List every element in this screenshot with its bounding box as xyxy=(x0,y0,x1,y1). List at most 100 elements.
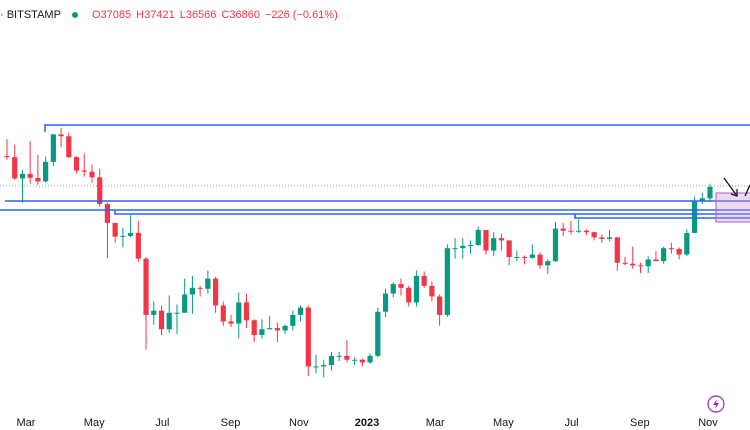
candle-body xyxy=(684,232,690,255)
x-tick-label: Nov xyxy=(698,417,718,429)
x-tick-label: 2023 xyxy=(355,417,379,429)
candle-body xyxy=(498,238,505,241)
candle-body xyxy=(43,161,49,182)
candle-body xyxy=(506,240,512,258)
x-tick-label: Jul xyxy=(155,417,169,429)
x-tick-label: Mar xyxy=(426,417,445,429)
candle-body xyxy=(483,230,489,251)
candle-body xyxy=(189,287,196,295)
candle-body xyxy=(66,136,72,158)
x-axis: Mar May Jul Sep Nov 2023 Mar May Jul Sep Nov xyxy=(17,417,719,429)
candle-body xyxy=(668,248,674,250)
candle-body xyxy=(182,294,188,313)
candle-body xyxy=(390,284,396,294)
candle-body xyxy=(120,235,126,237)
plot xyxy=(4,127,713,378)
candle-body xyxy=(290,314,296,326)
candle-body xyxy=(336,355,342,357)
candle-body xyxy=(89,171,95,178)
candle-body xyxy=(112,222,118,237)
candle-body xyxy=(267,328,273,330)
candle-body xyxy=(4,156,10,158)
candle-body xyxy=(622,262,628,264)
candle-body xyxy=(151,310,157,315)
arrow xyxy=(744,184,750,197)
candle-body xyxy=(236,302,242,324)
candle-body xyxy=(568,230,574,232)
level-line xyxy=(44,124,750,132)
candle-body xyxy=(661,248,667,262)
arrows xyxy=(723,177,750,197)
candle-body xyxy=(676,248,682,255)
candle-body xyxy=(475,230,481,246)
candle-body xyxy=(367,355,373,363)
ohlc-readout: O37085 H37421 L36566 C36860 −226 (−0.61%) xyxy=(92,9,338,21)
candle-body xyxy=(228,321,234,324)
candle-body xyxy=(158,310,165,330)
candle-body xyxy=(452,248,458,250)
ohlc-value: H37421 xyxy=(136,9,175,21)
candle-body xyxy=(27,173,33,178)
candle-body xyxy=(313,366,319,368)
ohlc-value: L36566 xyxy=(180,9,217,21)
candle-body xyxy=(545,261,551,266)
candle-body xyxy=(197,287,203,289)
candle-body xyxy=(699,198,705,202)
candle-body xyxy=(576,230,582,232)
x-tick-label: May xyxy=(493,417,514,429)
drawings xyxy=(0,124,750,219)
candle-body xyxy=(398,284,404,288)
candle-body xyxy=(143,258,149,315)
candle-body xyxy=(128,232,134,236)
candle-body xyxy=(352,359,358,361)
candle-body xyxy=(305,307,311,367)
candle-body xyxy=(583,230,589,233)
candle-body xyxy=(429,285,435,297)
candle-body xyxy=(174,312,180,314)
candle-body xyxy=(606,237,613,239)
candle-body xyxy=(630,263,636,266)
candle-body xyxy=(344,355,350,360)
candle-body xyxy=(220,305,226,322)
candle-body xyxy=(382,293,389,312)
candle-body xyxy=(691,201,698,233)
ohlc-value: C36860 xyxy=(221,9,260,21)
candle-body xyxy=(521,257,528,259)
x-tick-label: Sep xyxy=(630,417,650,429)
candle-body xyxy=(707,186,713,199)
candle-body xyxy=(460,245,466,249)
candle-body xyxy=(560,228,566,231)
candle-body xyxy=(653,259,659,262)
candle-body xyxy=(274,328,280,331)
candle-body xyxy=(537,254,543,266)
candle-body xyxy=(637,265,644,267)
candle-body xyxy=(491,238,497,251)
candle-body xyxy=(135,232,141,259)
x-tick-label: Mar xyxy=(17,417,36,429)
candle-body xyxy=(35,177,41,182)
status-dot xyxy=(72,12,78,18)
candle-body xyxy=(591,232,597,238)
candle-body xyxy=(12,157,18,179)
candle-body xyxy=(359,359,365,363)
candle-body xyxy=(614,237,620,263)
x-tick-label: Sep xyxy=(221,417,241,429)
x-tick-label: May xyxy=(84,417,105,429)
candle-body xyxy=(375,311,381,356)
candle-body xyxy=(166,312,172,330)
candle-body xyxy=(421,275,427,286)
x-tick-label: Nov xyxy=(289,417,309,429)
arrow xyxy=(730,189,738,197)
replay-icon[interactable] xyxy=(707,395,725,413)
candle-body xyxy=(50,134,56,162)
candle-body xyxy=(413,275,420,303)
level-line xyxy=(574,214,750,219)
candle-body xyxy=(297,307,304,315)
candle-body xyxy=(645,259,651,267)
candle-body xyxy=(81,170,87,172)
candle-body xyxy=(73,157,80,171)
candle-body xyxy=(58,134,64,137)
arrow xyxy=(723,177,738,197)
